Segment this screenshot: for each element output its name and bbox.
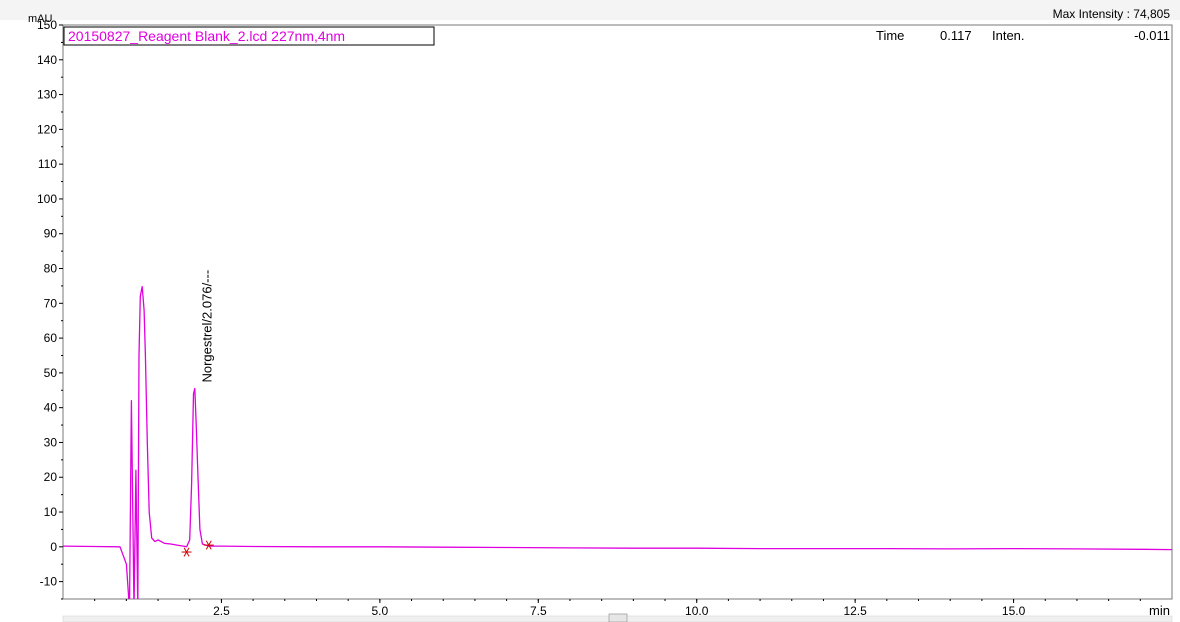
axis-ticks: -10 0 10 20 30 40 50 60 70 80 90 100 110 120 130 140 150… [37,18,1141,618]
y-tick-label: 40 [44,401,58,415]
x-tick-label: 15.0 [1002,604,1026,618]
top-strip [0,0,1180,20]
readout-time-value: 0.117 [940,28,972,43]
readout-inten-value: -0.011 [1134,28,1170,43]
plot-frame [62,24,1173,600]
y-tick-label: 60 [44,331,58,345]
y-tick-label: 50 [44,366,58,380]
peak-marker [181,547,192,557]
y-tick-label: 120 [37,122,57,136]
y-tick-label: 110 [38,157,57,171]
x-tick-label: 5.0 [372,604,389,618]
y-tick-label: -10 [40,575,58,589]
x-tick-label: 10.0 [685,604,709,618]
y-tick-label: 10 [44,505,58,519]
trace-label: 20150827_Reagent Blank_2.lcd 227nm,4nm [68,28,345,44]
marker-stroke [183,547,190,557]
y-tick-label: 70 [44,296,58,310]
readout-time-label: Time [876,28,904,43]
y-tick-label: 20 [44,470,58,484]
y-tick-label: 100 [37,192,57,206]
y-tick-label: 30 [44,435,58,449]
x-tick-label: 2.5 [213,604,230,618]
trace-layer [63,285,1172,599]
marker-stroke [205,540,212,550]
max-intensity-label: Max Intensity : 74,805 [1053,7,1171,21]
series-line [63,285,1172,599]
peak-marker [203,540,214,550]
trace-label-box [63,26,435,46]
y-tick-label: 80 [44,262,58,276]
y-tick-label: 90 [44,227,58,241]
y-tick-label: 0 [50,540,57,554]
x-axis-label: min [1149,603,1170,618]
peak-annotation: Norgestrel/2.076/--- [200,270,215,383]
y-tick-label: 150 [37,18,57,32]
x-tick-label: 12.5 [843,604,867,618]
y-tick-label: 140 [37,53,57,67]
scrollbar-thumb[interactable] [608,613,628,622]
horizontal-scrollbar[interactable] [62,613,1173,622]
y-axis-label: mAU [28,13,53,25]
y-tick-label: 130 [37,88,57,102]
x-tick-label: 7.5 [530,604,547,618]
readout-inten-label: Inten. [992,28,1025,43]
plot-area [62,24,1173,600]
